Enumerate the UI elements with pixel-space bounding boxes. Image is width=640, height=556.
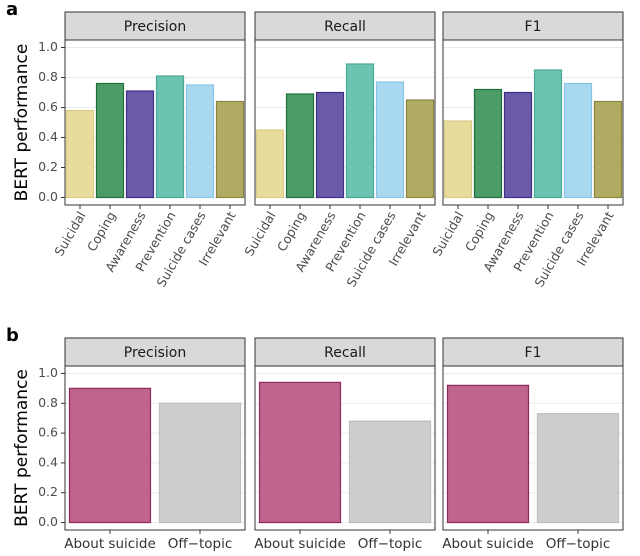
bar — [125, 90, 155, 199]
bar — [315, 91, 345, 199]
y-tick-label: 0.8 — [38, 395, 58, 410]
y-tick-label: 0.6 — [38, 99, 58, 114]
y-tick-label: 0.4 — [38, 129, 58, 144]
bar — [158, 402, 242, 524]
y-tick-label: 0.0 — [38, 189, 58, 204]
bar — [503, 91, 533, 199]
x-tick-label: Suicidal — [241, 209, 278, 259]
y-axis-title: BERT performance — [12, 44, 32, 202]
x-tick-label: Suicidal — [429, 209, 466, 259]
strip — [442, 11, 624, 41]
plot-border — [64, 39, 246, 206]
y-axis-title: BERT performance — [12, 369, 32, 527]
bar — [593, 100, 623, 199]
bar — [563, 82, 593, 199]
strip-title: F1 — [525, 19, 542, 35]
x-tick-label: Off−topic — [546, 536, 611, 552]
y-tick-label: 0.4 — [38, 454, 58, 469]
plot-border — [254, 39, 436, 206]
strip-title: Recall — [324, 345, 366, 361]
bar — [443, 120, 473, 199]
x-tick-label: About suicide — [442, 536, 534, 552]
x-tick-label: Off−topic — [358, 536, 423, 552]
plot-border — [442, 365, 624, 531]
y-tick-label: 0.0 — [38, 514, 58, 529]
bar — [185, 84, 215, 199]
bar — [285, 93, 315, 199]
bar — [348, 420, 432, 524]
y-tick-label: 1.0 — [38, 365, 58, 380]
strip — [64, 337, 246, 367]
strip-title: Precision — [124, 345, 186, 361]
bar — [255, 129, 285, 199]
plot-border — [442, 39, 624, 206]
plot-background — [65, 40, 245, 205]
y-tick-label: 1.0 — [38, 39, 58, 54]
bar — [345, 63, 375, 199]
y-tick-label: 0.6 — [38, 425, 58, 440]
bar — [65, 109, 95, 199]
x-tick-label: Suicidal — [51, 209, 88, 259]
plot-border — [254, 365, 436, 531]
y-tick-label: 0.8 — [38, 69, 58, 84]
bar — [405, 99, 435, 199]
panel-label: a — [6, 0, 18, 20]
bar — [155, 75, 185, 199]
strip — [442, 337, 624, 367]
bar — [533, 69, 563, 199]
strip — [254, 337, 436, 367]
strip-title: Recall — [324, 19, 366, 35]
y-tick-label: 0.2 — [38, 484, 58, 499]
plot-border — [64, 365, 246, 531]
bar — [375, 81, 405, 199]
bar — [95, 82, 125, 199]
bar — [215, 100, 245, 199]
bar — [68, 387, 152, 524]
strip — [64, 11, 246, 41]
x-tick-label: Off−topic — [168, 536, 233, 552]
plot-background — [255, 40, 435, 205]
plot-background — [443, 40, 623, 205]
strip-title: F1 — [525, 345, 542, 361]
bar — [446, 384, 530, 524]
y-tick-label: 0.2 — [38, 159, 58, 174]
bar — [473, 88, 503, 199]
panel-label: b — [6, 325, 19, 346]
x-tick-label: About suicide — [64, 536, 156, 552]
strip-title: Precision — [124, 19, 186, 35]
bar — [536, 413, 620, 524]
bar — [258, 381, 342, 524]
x-tick-label: About suicide — [254, 536, 346, 552]
